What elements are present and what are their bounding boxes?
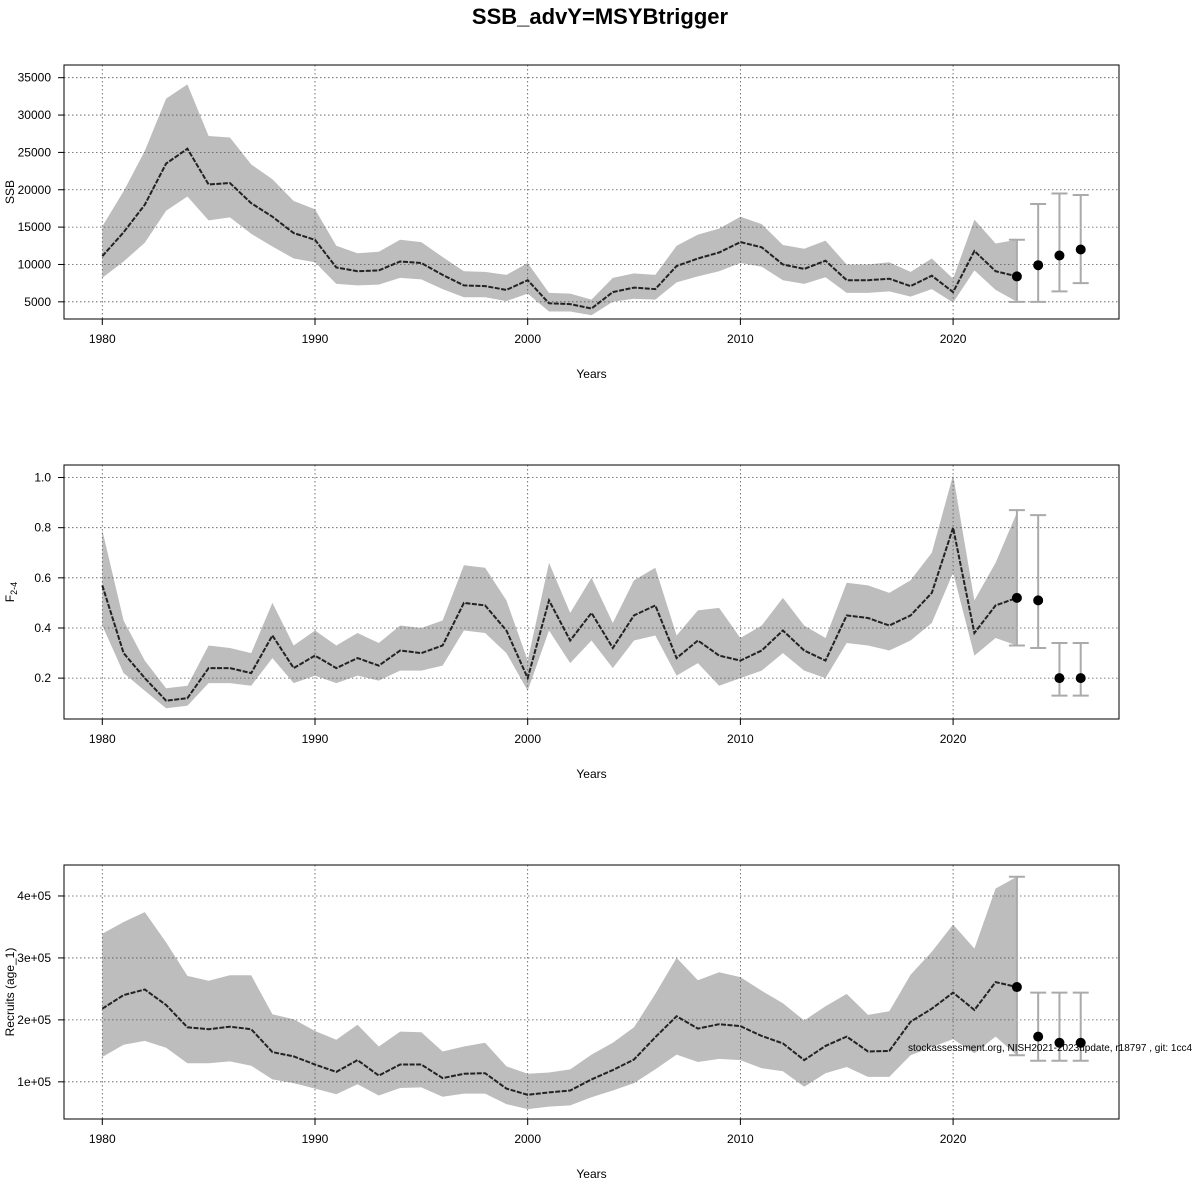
watermark: stockassessment.org, NISH2021-2023update… (908, 1043, 1192, 1054)
recruits-projection-point (1033, 1031, 1044, 1042)
ssb-y-tick-label: 15000 (18, 220, 52, 234)
f-y-tick-label: 0.6 (34, 571, 51, 585)
ssb-y-tick-label: 5000 (24, 295, 51, 309)
ssb-x-tick-label: 1980 (89, 332, 116, 346)
recruits-x-tick-label: 1980 (89, 1132, 116, 1146)
recruits-projection-errorbar (1008, 875, 1025, 1057)
f-plot-frame (63, 464, 1120, 720)
f-projection-errorbar (1072, 642, 1089, 697)
ssb-projection-errorbar (1008, 238, 1025, 303)
f-y-axis-title: F2-4 (3, 582, 19, 602)
recruits-confidence-band (102, 876, 1017, 1110)
ssb-projection-point (1033, 260, 1044, 271)
f-y-tick-label: 0.4 (34, 621, 51, 635)
ssb-projection-errorbar (1072, 193, 1089, 285)
ssb-projection-errorbar (1051, 192, 1068, 293)
f-y-tick-label: 0.8 (34, 521, 51, 535)
recruits-projection-point (1011, 982, 1022, 993)
recruits-y-tick-label: 2e+05 (17, 1013, 51, 1027)
ssb-projection-errorbar (1030, 202, 1047, 303)
recruits-y-tick-label: 3e+05 (17, 951, 51, 965)
recruits-projection-errorbar (1030, 991, 1047, 1062)
ssb-x-tick-label: 2020 (940, 332, 967, 346)
ssb-projection-point (1011, 271, 1022, 282)
recruits-projection-point (1075, 1037, 1086, 1048)
f-projection-errorbar (1030, 514, 1047, 650)
recruits-y-tick-label: 4e+05 (17, 889, 51, 903)
recruits-projection-point (1054, 1037, 1065, 1048)
f-projection-point (1054, 673, 1065, 684)
recruits-y-tick-label: 1e+05 (17, 1075, 51, 1089)
ssb-y-tick-label: 10000 (18, 257, 52, 271)
recruits-projection-errorbar (1072, 991, 1089, 1062)
ssb-projection-point (1054, 250, 1065, 261)
ssb-y-tick-label: 30000 (18, 108, 52, 122)
recruits-estimate-line (101, 980, 1018, 1096)
f-projection-errorbar (1008, 509, 1025, 647)
ssb-projection-point (1075, 244, 1086, 255)
panel-f: 1980 1990 2000 2010 2020 0.2 0.4 0.6 0.8 1.0 Years… (3, 464, 1120, 781)
ssb-x-tick-label: 2010 (727, 332, 754, 346)
f-x-tick-label: 2020 (940, 732, 967, 746)
ssb-y-axis-title: SSB (3, 180, 17, 204)
f-projection-point (1011, 592, 1022, 603)
ssb-plot-frame (63, 64, 1120, 320)
recruits-x-tick-label: 1990 (302, 1132, 329, 1146)
f-y-tick-label: 1.0 (34, 471, 51, 485)
recruits-plot-frame (63, 864, 1120, 1120)
f-x-axis-title: Years (576, 767, 606, 781)
ssb-y-tick-label: 35000 (18, 71, 52, 85)
ssb-y-tick-label: 25000 (18, 145, 52, 159)
ssb-y-tick-label: 20000 (18, 183, 52, 197)
ssb-confidence-band (102, 84, 1017, 316)
panel-ssb: 1980 1990 2000 2010 2020 5000 10000 15000 20000 2… (3, 64, 1120, 381)
f-y-tick-label: 0.2 (34, 671, 51, 685)
recruits-x-axis-title: Years (576, 1167, 606, 1181)
f-projection-point (1075, 673, 1086, 684)
ssb-x-tick-label: 1990 (302, 332, 329, 346)
f-estimate-line (101, 523, 1018, 702)
f-x-tick-label: 2000 (514, 732, 541, 746)
f-projection-point (1033, 595, 1044, 606)
recruits-x-tick-label: 2000 (514, 1132, 541, 1146)
figure-title: SSB_advY=MSYBtrigger (472, 4, 729, 29)
ssb-estimate-line (101, 147, 1018, 310)
ssb-x-axis-title: Years (576, 367, 606, 381)
f-confidence-band (102, 475, 1017, 709)
f-x-tick-label: 1980 (89, 732, 116, 746)
f-x-tick-label: 2010 (727, 732, 754, 746)
f-projection-errorbar (1051, 642, 1068, 697)
ssb-x-tick-label: 2000 (514, 332, 541, 346)
recruits-y-axis-title: Recruits (age_1) (3, 948, 17, 1037)
f-x-tick-label: 1990 (302, 732, 329, 746)
recruits-x-tick-label: 2020 (940, 1132, 967, 1146)
recruits-x-tick-label: 2010 (727, 1132, 754, 1146)
recruits-projection-errorbar (1051, 991, 1068, 1062)
panel-recruits: 1980 1990 2000 2010 2020 1e+05 2e+05 3e+05 4e+05… (3, 864, 1120, 1181)
